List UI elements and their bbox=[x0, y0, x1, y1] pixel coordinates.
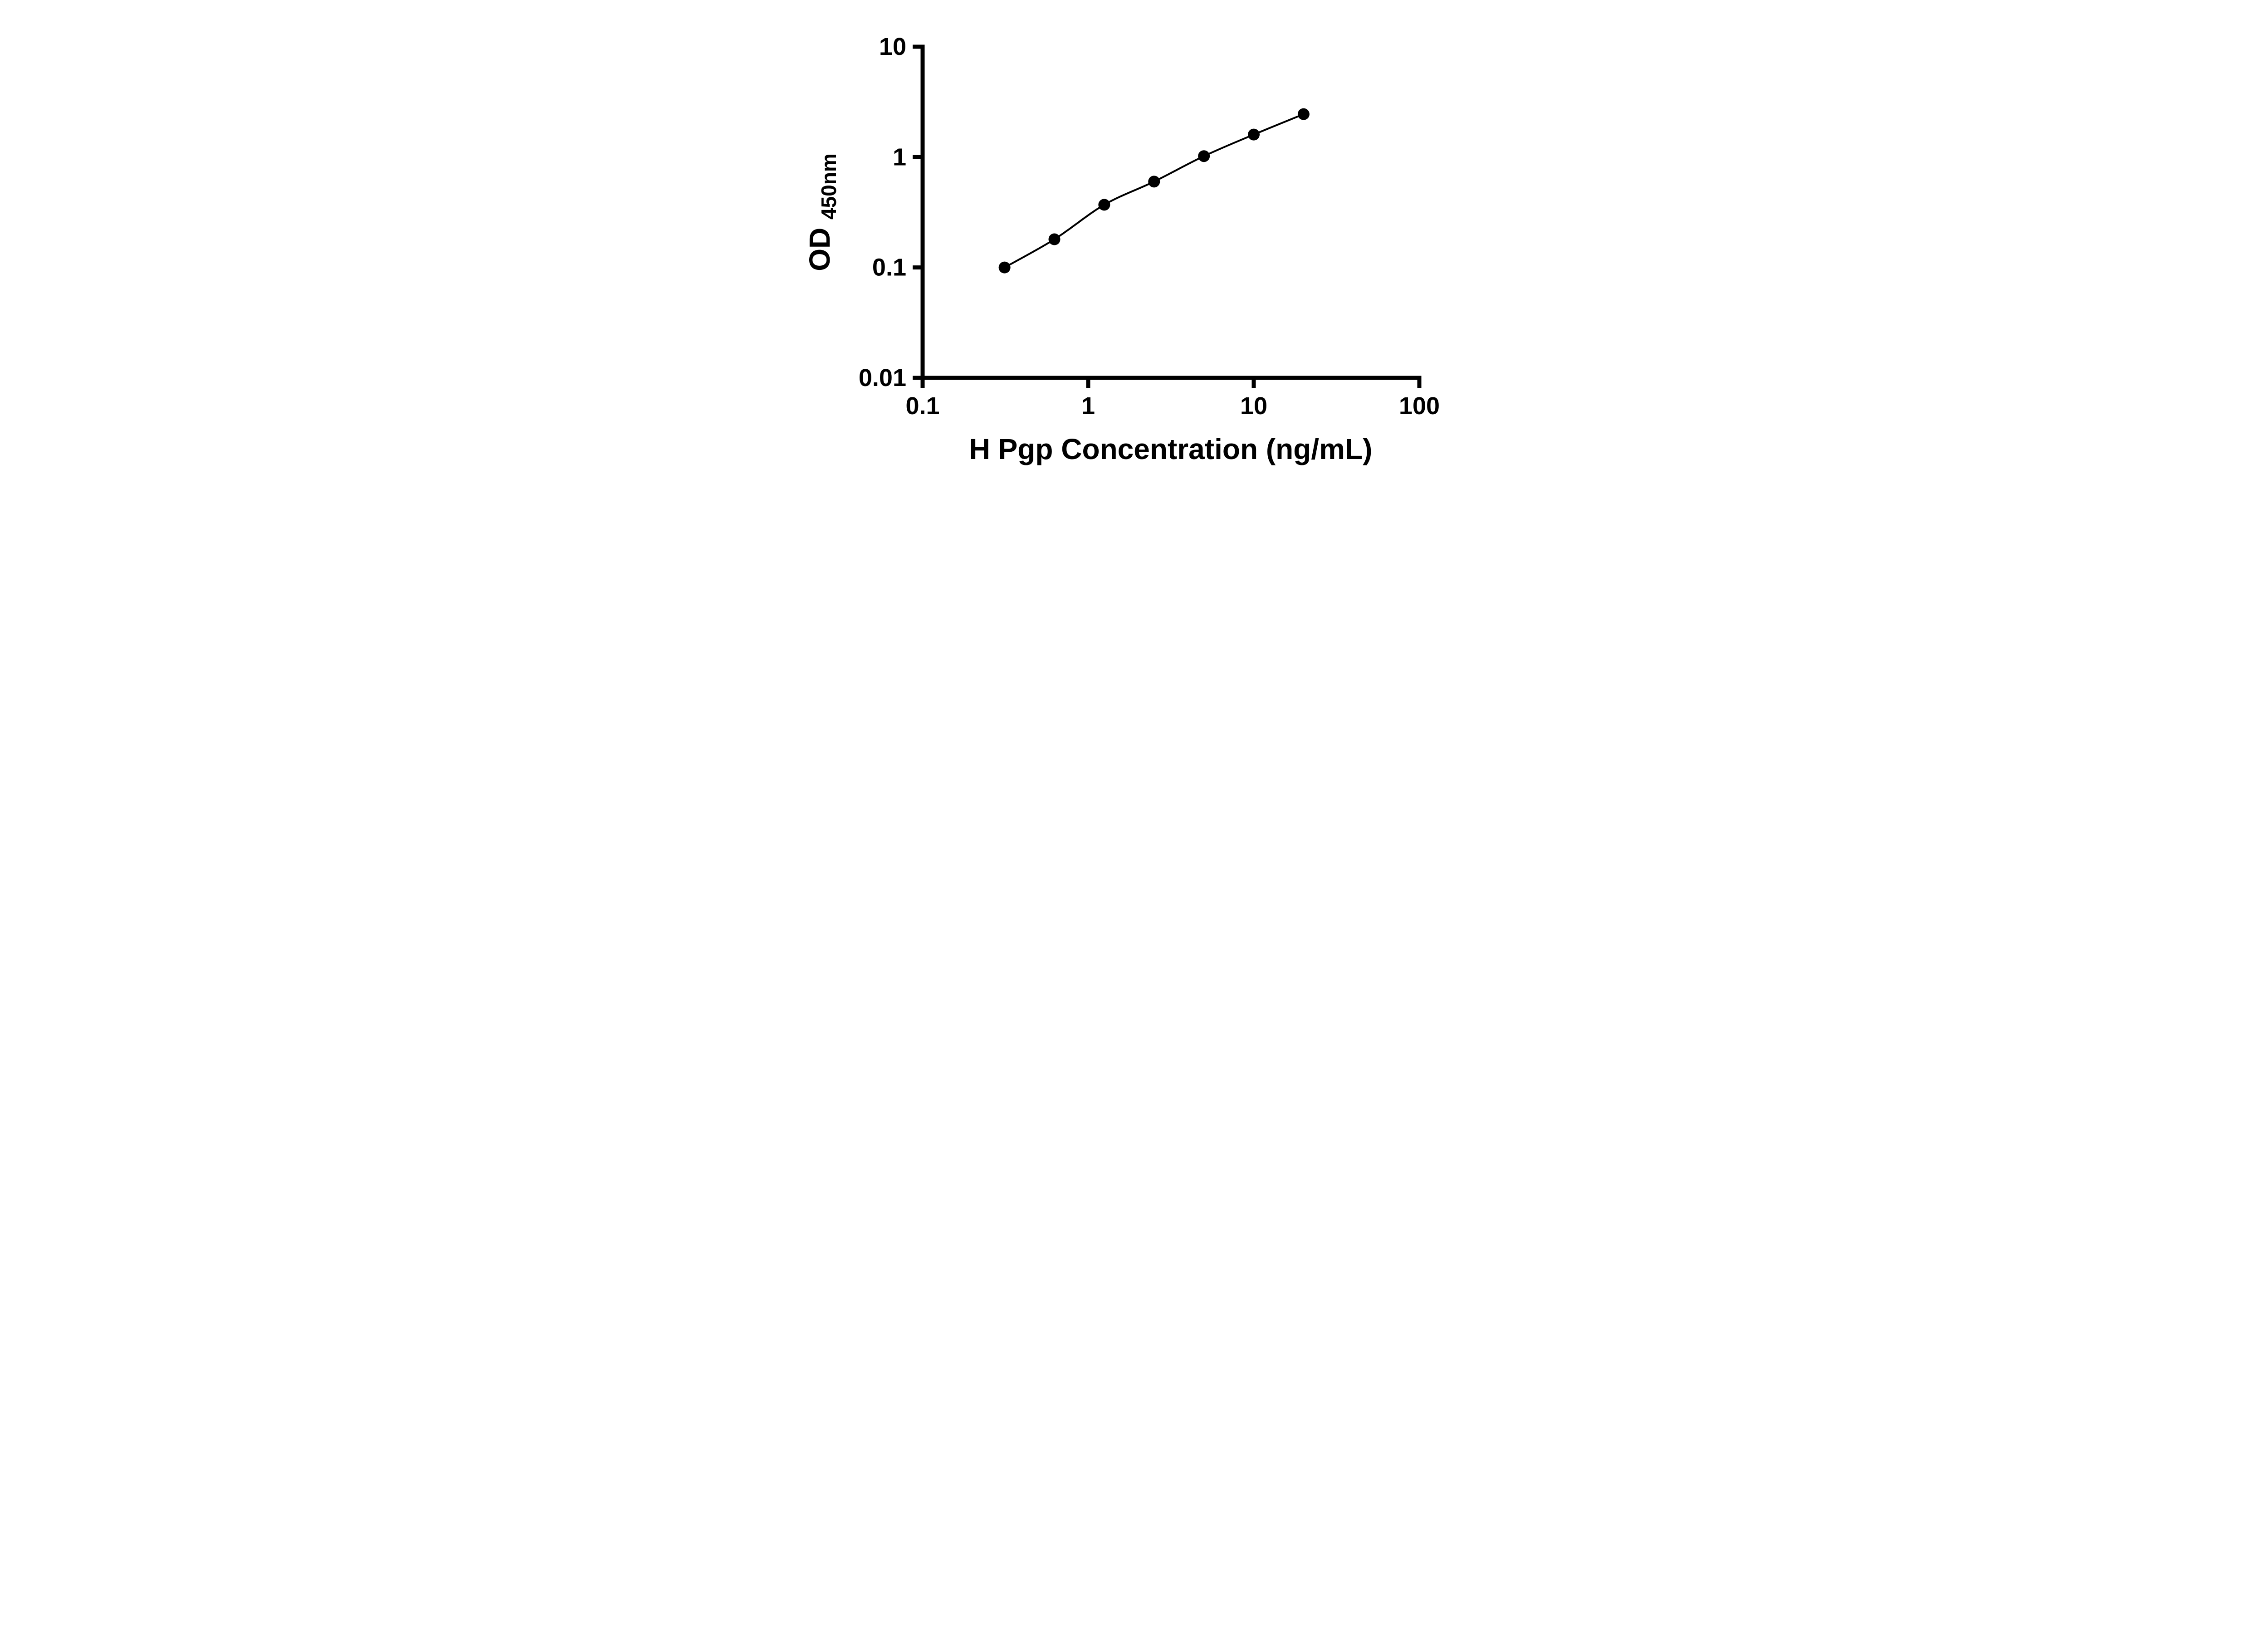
x-tick-label: 1 bbox=[1081, 392, 1095, 420]
data-point-marker bbox=[1048, 233, 1061, 245]
data-point-marker bbox=[1297, 108, 1310, 120]
data-point-marker bbox=[1148, 176, 1160, 188]
x-tick-label: 0.1 bbox=[905, 392, 939, 420]
y-tick-label: 10 bbox=[879, 33, 906, 60]
data-points bbox=[998, 108, 1310, 274]
data-point-marker bbox=[998, 261, 1011, 274]
data-point-marker bbox=[1198, 150, 1210, 162]
axes bbox=[920, 44, 1422, 380]
y-tick-label: 0.01 bbox=[859, 364, 906, 391]
y-axis-label-main: OD bbox=[803, 228, 836, 271]
y-tick-label: 0.1 bbox=[872, 254, 906, 281]
y-tick-label: 1 bbox=[893, 143, 906, 171]
y-axis-label: OD 450nm bbox=[803, 153, 841, 271]
y-axis-label-sub: 450nm bbox=[817, 153, 841, 220]
x-tick-label: 100 bbox=[1399, 392, 1440, 420]
data-point-marker bbox=[1248, 128, 1260, 141]
chart-page: 10 1 0.1 0.01 0.1 1 10 100 H Pgp Concentration… bbox=[784, 0, 1484, 490]
x-axis-ticks: 0.1 1 10 100 bbox=[905, 378, 1440, 420]
x-axis-label: H Pgp Concentration (ng/mL) bbox=[969, 433, 1373, 465]
y-axis-ticks: 10 1 0.1 0.01 bbox=[859, 33, 923, 391]
axis-spine bbox=[920, 44, 1422, 380]
x-tick-label: 10 bbox=[1240, 392, 1267, 420]
data-point-marker bbox=[1098, 199, 1110, 211]
